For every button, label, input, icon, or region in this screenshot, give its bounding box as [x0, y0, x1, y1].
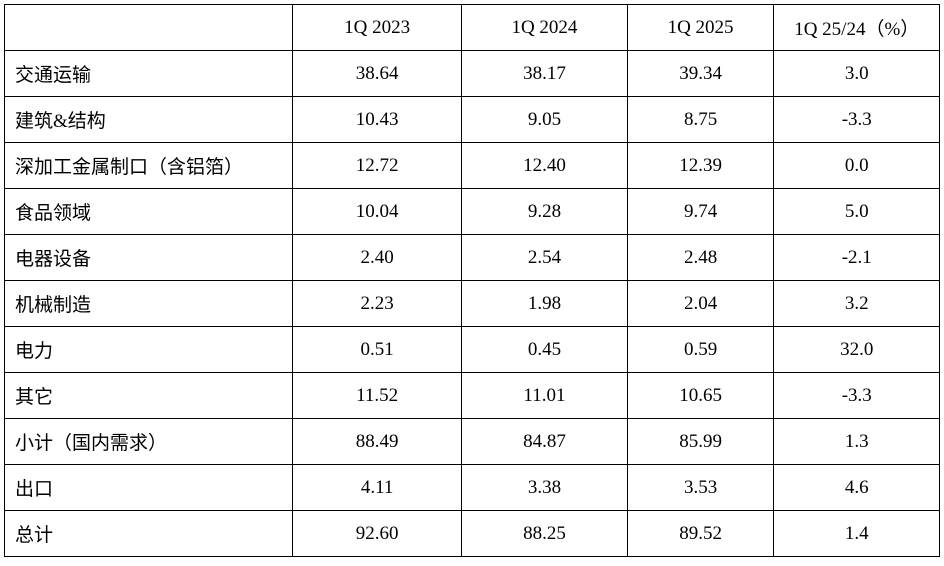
header-row: 1Q 2023 1Q 2024 1Q 2025 1Q 25/24（%）	[4, 4, 940, 51]
value-cell: 88.49	[291, 418, 463, 465]
value-cell: 84.87	[461, 418, 628, 465]
value-cell: -3.3	[773, 372, 940, 419]
row-label: 食品领域	[4, 188, 293, 235]
table-row: 电器设备 2.40 2.54 2.48 -2.1	[4, 234, 940, 281]
value-cell: 0.51	[291, 326, 463, 373]
table-row: 深加工金属制口（含铝箔） 12.72 12.40 12.39 0.0	[4, 142, 940, 189]
value-cell: 12.40	[461, 142, 628, 189]
table-row: 小计（国内需求） 88.49 84.87 85.99 1.3	[4, 418, 940, 465]
value-cell: 10.65	[626, 372, 775, 419]
row-label: 出口	[4, 464, 293, 511]
header-cell-blank	[4, 4, 293, 51]
value-cell: 85.99	[626, 418, 775, 465]
value-cell: 11.01	[461, 372, 628, 419]
table-row: 机械制造 2.23 1.98 2.04 3.2	[4, 280, 940, 327]
value-cell: 2.54	[461, 234, 628, 281]
value-cell: 2.40	[291, 234, 463, 281]
value-cell: 32.0	[773, 326, 940, 373]
value-cell: 0.45	[461, 326, 628, 373]
row-label: 交通运输	[4, 50, 293, 97]
value-cell: 1.3	[773, 418, 940, 465]
header-cell-1q2025: 1Q 2025	[626, 4, 775, 51]
value-cell: 5.0	[773, 188, 940, 235]
value-cell: 3.0	[773, 50, 940, 97]
value-cell: -2.1	[773, 234, 940, 281]
row-label: 小计（国内需求）	[4, 418, 293, 465]
row-label: 其它	[4, 372, 293, 419]
table-row: 建筑&结构 10.43 9.05 8.75 -3.3	[4, 96, 940, 143]
value-cell: 9.05	[461, 96, 628, 143]
header-cell-1q2023: 1Q 2023	[291, 4, 463, 51]
value-cell: 1.98	[461, 280, 628, 327]
segment-demand-table: 1Q 2023 1Q 2024 1Q 2025 1Q 25/24（%） 交通运输…	[4, 4, 940, 557]
value-cell: 4.11	[291, 464, 463, 511]
value-cell: 3.38	[461, 464, 628, 511]
value-cell: 11.52	[291, 372, 463, 419]
value-cell: 12.39	[626, 142, 775, 189]
value-cell: 2.23	[291, 280, 463, 327]
value-cell: 10.43	[291, 96, 463, 143]
value-cell: 38.64	[291, 50, 463, 97]
value-cell: 89.52	[626, 510, 775, 557]
row-label: 电器设备	[4, 234, 293, 281]
value-cell: 0.0	[773, 142, 940, 189]
table-row: 其它 11.52 11.01 10.65 -3.3	[4, 372, 940, 419]
table-row: 总计 92.60 88.25 89.52 1.4	[4, 510, 940, 557]
value-cell: 92.60	[291, 510, 463, 557]
row-label: 机械制造	[4, 280, 293, 327]
header-cell-yoy: 1Q 25/24（%）	[773, 4, 940, 51]
row-label: 电力	[4, 326, 293, 373]
row-label: 建筑&结构	[4, 96, 293, 143]
value-cell: 10.04	[291, 188, 463, 235]
table-row: 出口 4.11 3.38 3.53 4.6	[4, 464, 940, 511]
value-cell: 8.75	[626, 96, 775, 143]
table-row: 电力 0.51 0.45 0.59 32.0	[4, 326, 940, 373]
row-label: 深加工金属制口（含铝箔）	[4, 142, 293, 189]
value-cell: 2.48	[626, 234, 775, 281]
value-cell: 1.4	[773, 510, 940, 557]
header-cell-1q2024: 1Q 2024	[461, 4, 628, 51]
value-cell: 12.72	[291, 142, 463, 189]
value-cell: 39.34	[626, 50, 775, 97]
table-row: 食品领域 10.04 9.28 9.74 5.0	[4, 188, 940, 235]
value-cell: 3.53	[626, 464, 775, 511]
value-cell: 0.59	[626, 326, 775, 373]
value-cell: -3.3	[773, 96, 940, 143]
value-cell: 3.2	[773, 280, 940, 327]
value-cell: 2.04	[626, 280, 775, 327]
value-cell: 9.74	[626, 188, 775, 235]
value-cell: 88.25	[461, 510, 628, 557]
value-cell: 38.17	[461, 50, 628, 97]
table-row: 交通运输 38.64 38.17 39.34 3.0	[4, 50, 940, 97]
row-label: 总计	[4, 510, 293, 557]
value-cell: 4.6	[773, 464, 940, 511]
value-cell: 9.28	[461, 188, 628, 235]
